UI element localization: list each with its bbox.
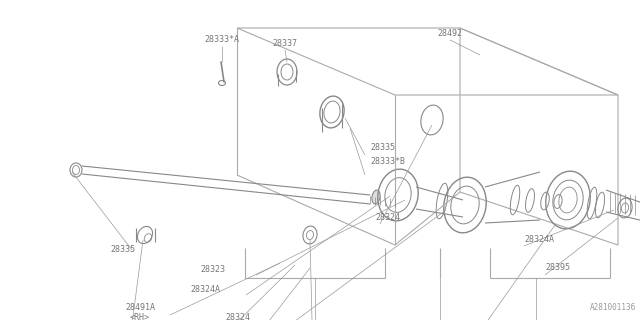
- Text: 28491A: 28491A: [125, 303, 155, 313]
- Ellipse shape: [372, 190, 380, 204]
- Text: <RH>: <RH>: [130, 314, 150, 320]
- Text: 28324: 28324: [225, 314, 250, 320]
- Text: 28324A: 28324A: [524, 236, 554, 244]
- Text: 28492: 28492: [438, 29, 463, 38]
- Text: 28337: 28337: [273, 39, 298, 49]
- Text: 28323: 28323: [200, 266, 225, 275]
- Text: 28335: 28335: [370, 143, 395, 153]
- Text: 28395: 28395: [545, 263, 570, 273]
- Text: 28333*B: 28333*B: [370, 157, 405, 166]
- Text: 28324A: 28324A: [190, 285, 220, 294]
- Text: 28333*A: 28333*A: [205, 36, 239, 44]
- Text: 28324: 28324: [375, 213, 400, 222]
- Text: 28335: 28335: [110, 245, 135, 254]
- Text: A281001136: A281001136: [589, 303, 636, 312]
